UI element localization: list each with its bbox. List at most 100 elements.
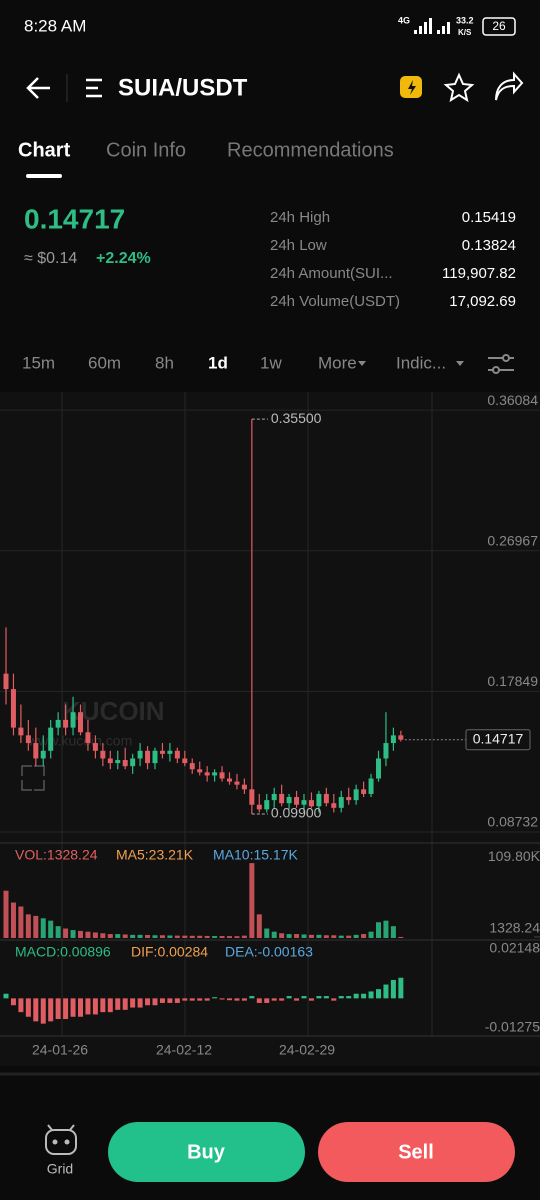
- interval-option[interactable]: Indic...: [396, 353, 446, 372]
- macd-bar: [376, 989, 381, 999]
- candle-body: [286, 797, 292, 804]
- tab[interactable]: Chart: [18, 139, 71, 161]
- candle-body: [197, 769, 203, 773]
- menu-button[interactable]: [86, 78, 102, 98]
- volume-bar: [152, 935, 158, 938]
- candle-body: [70, 712, 76, 728]
- macd-bar: [122, 998, 128, 1010]
- macd-bar: [301, 996, 307, 999]
- macd-bar: [338, 996, 344, 999]
- interval-option[interactable]: 15m: [22, 353, 55, 372]
- sell-button[interactable]: [318, 1122, 515, 1182]
- macd-bar: [189, 998, 195, 1001]
- volume-tick-label: 109.80K: [488, 848, 540, 864]
- tab[interactable]: Recommendations: [227, 139, 394, 161]
- interval-option[interactable]: More: [318, 353, 357, 372]
- candle-body: [204, 772, 210, 776]
- tab[interactable]: Coin Info: [106, 139, 186, 161]
- vertical-grid: [61, 392, 433, 1036]
- volume-bar: [301, 934, 307, 938]
- volume-bar: [122, 934, 128, 938]
- candle-body: [122, 760, 128, 767]
- macd-bar: [55, 998, 61, 1020]
- candle-body: [390, 735, 396, 744]
- candle-body: [18, 727, 24, 736]
- candle-body: [279, 793, 285, 804]
- volume-bar: [264, 928, 270, 938]
- macd-bar: [353, 993, 359, 999]
- volume-bar: [85, 931, 91, 938]
- expand-button[interactable]: [21, 765, 45, 791]
- volume-bar: [33, 915, 39, 938]
- stat-label: 24h Amount(SUI...: [270, 265, 393, 282]
- macd-bar: [174, 998, 180, 1003]
- volume-bar: [241, 935, 247, 938]
- volume-bar: [130, 934, 136, 938]
- candle-body: [361, 789, 367, 794]
- signal-icon: [414, 18, 450, 34]
- macd-bar: [182, 998, 188, 1001]
- volume-bar: [25, 914, 31, 938]
- volume-bar: [227, 936, 232, 938]
- stat-value: 17,092.69: [449, 293, 516, 310]
- interval-option[interactable]: 1w: [260, 353, 282, 372]
- y-tick-label: 0.08732: [487, 814, 538, 830]
- volume-bar: [331, 935, 337, 938]
- macd-bar: [346, 996, 352, 999]
- candle-body: [55, 719, 61, 728]
- dif-label: DIF:0.00284: [131, 944, 208, 960]
- share-button[interactable]: [495, 71, 524, 101]
- volume-bar: [48, 920, 54, 938]
- grid-button[interactable]: [45, 1124, 77, 1155]
- candle-body: [115, 760, 121, 764]
- interval-option[interactable]: 1d: [208, 353, 228, 372]
- macd-bar: [249, 996, 255, 999]
- candle-body: [256, 804, 262, 810]
- volume-bar: [204, 935, 210, 938]
- volume-bar: [279, 933, 285, 938]
- favorite-button[interactable]: [443, 72, 475, 103]
- ma10-label: MA10:15.17K: [213, 847, 298, 863]
- macd-bar: [241, 998, 247, 1001]
- speed: 33.2: [456, 15, 474, 25]
- macd-bar: [368, 991, 374, 999]
- stat-label: 24h Low: [270, 237, 327, 254]
- macd-tick-label: -0.01275: [485, 1018, 540, 1034]
- interval-option[interactable]: 60m: [88, 353, 121, 372]
- candle-body: [85, 732, 91, 744]
- volume-bar: [256, 914, 262, 938]
- back-button[interactable]: [26, 77, 50, 99]
- watermark-url: www.kucoin.com: [27, 733, 132, 749]
- volume-bar: [174, 935, 180, 938]
- volume-bar: [159, 935, 165, 938]
- candle-body: [264, 800, 270, 810]
- volume-bar: [167, 935, 173, 938]
- volume-bar: [361, 934, 367, 938]
- candle-body: [271, 793, 277, 801]
- macd-tick-label: 0.02148: [489, 940, 540, 956]
- candle-body: [338, 797, 344, 808]
- volume-bar: [234, 936, 240, 938]
- macd-bar: [63, 998, 69, 1020]
- interval-option[interactable]: 8h: [155, 353, 174, 372]
- volume-bar: [189, 935, 195, 938]
- x-tick-label: 24-01-26: [32, 1042, 88, 1058]
- candle-body: [189, 763, 195, 770]
- low-label: 0.09900: [271, 805, 322, 821]
- alert-button[interactable]: [400, 76, 422, 98]
- volume-bar: [55, 926, 61, 938]
- x-tick-label: 24-02-29: [279, 1042, 335, 1058]
- macd-bar: [48, 998, 54, 1022]
- macd-bar: [145, 998, 151, 1006]
- volume-bar: [115, 934, 121, 938]
- y-tick-label: 0.17849: [487, 673, 538, 689]
- candle-body: [78, 712, 83, 733]
- macd-bar: [390, 979, 396, 999]
- macd-bar: [137, 998, 143, 1008]
- candle-body: [323, 793, 329, 804]
- candle-body: [301, 800, 307, 805]
- volume-bar: [78, 930, 83, 938]
- buy-button[interactable]: [108, 1122, 305, 1182]
- volume-bar: [92, 932, 98, 938]
